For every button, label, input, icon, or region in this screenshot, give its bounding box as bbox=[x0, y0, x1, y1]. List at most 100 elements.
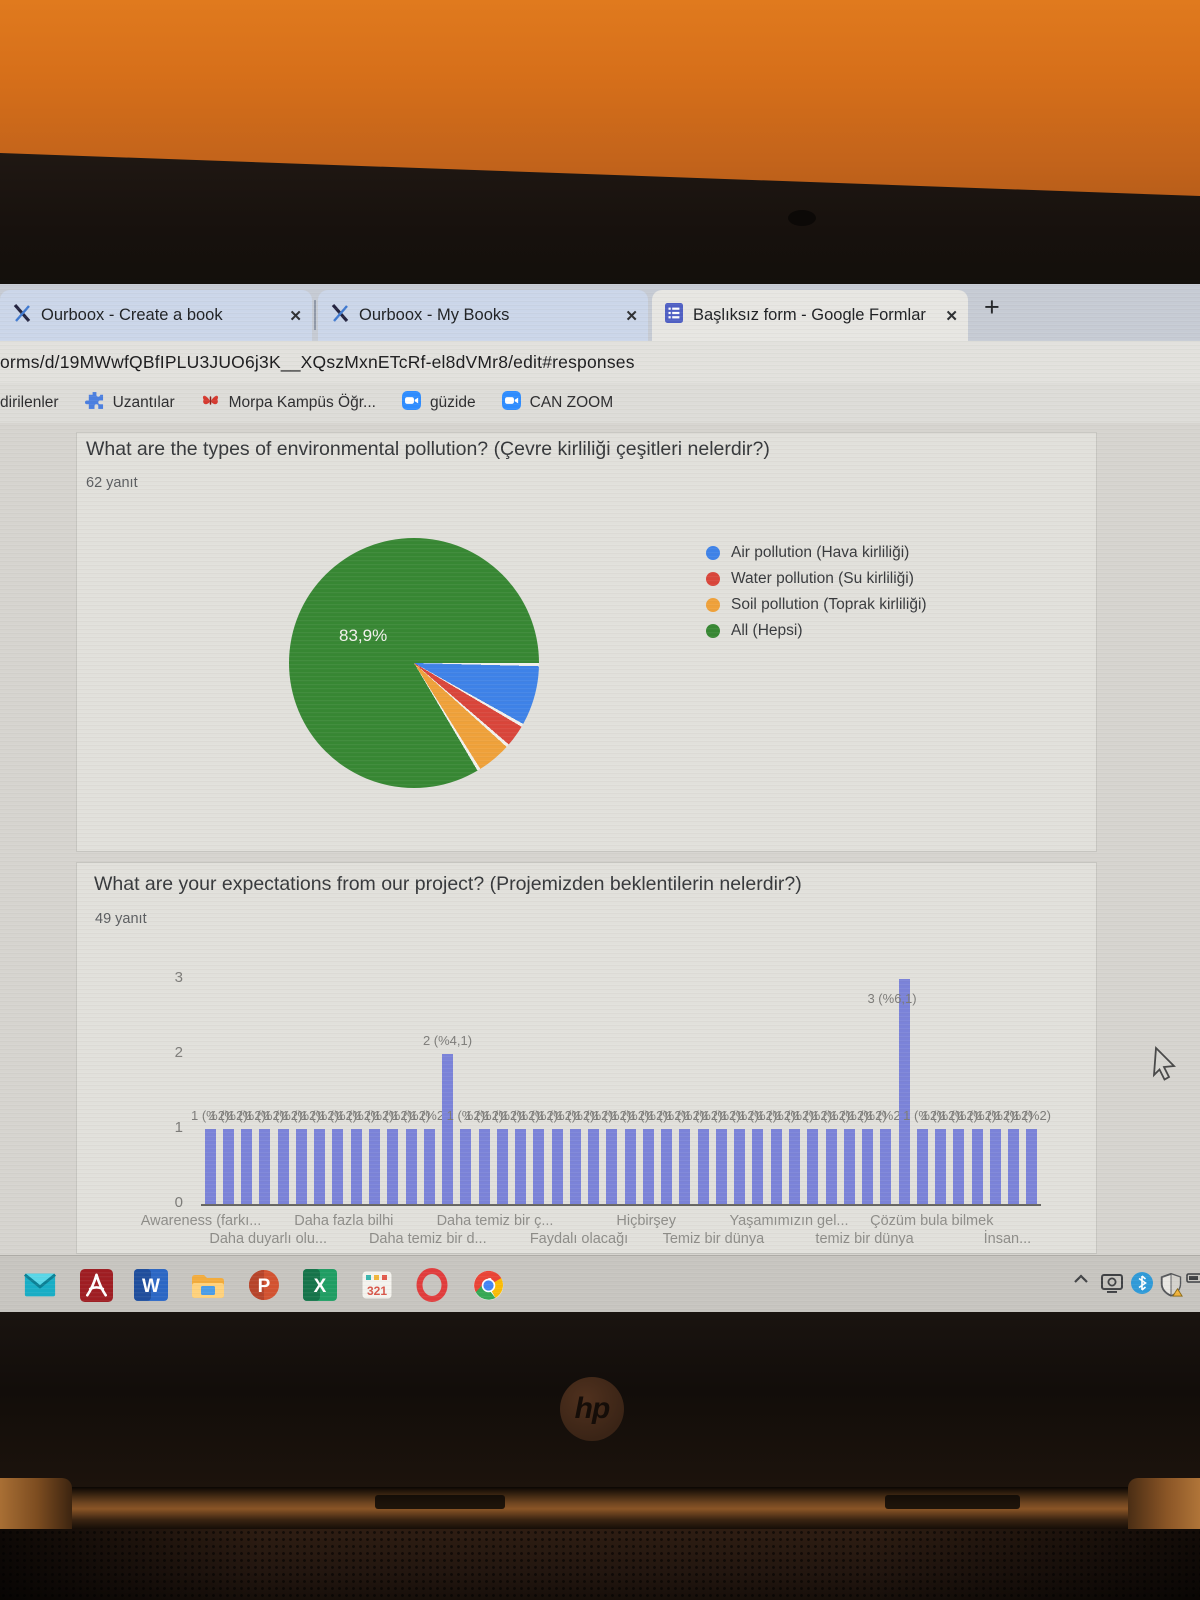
chevron-up-icon[interactable] bbox=[1072, 1272, 1090, 1286]
close-tab-icon[interactable]: ✕ bbox=[289, 307, 302, 325]
bar-value-label: 1 (%2) bbox=[318, 1108, 358, 1123]
question2-response-count: 49 yanıt bbox=[95, 911, 147, 927]
form-responses-page: What are the types of environmental poll… bbox=[0, 423, 1200, 1255]
bar-value-label: 1 (%2) bbox=[464, 1108, 504, 1123]
question2-card: What are your expectations from our proj… bbox=[76, 862, 1097, 1254]
x-axis-label: Daha duyarlı olu... bbox=[209, 1231, 328, 1247]
bar bbox=[807, 1129, 819, 1204]
tab-separator bbox=[314, 300, 316, 330]
screen-cast-icon[interactable] bbox=[1100, 1272, 1124, 1294]
bar-value-label: 1 (%2) bbox=[848, 1108, 887, 1123]
bar-value-label: 1 (%2) bbox=[556, 1108, 595, 1123]
bar bbox=[442, 1054, 454, 1204]
bar bbox=[661, 1129, 673, 1204]
bookmark-can-zoom[interactable]: CAN ZOOM bbox=[501, 391, 613, 415]
bar-value-label: 1 (%2) bbox=[720, 1108, 759, 1123]
battery-icon[interactable] bbox=[1186, 1272, 1200, 1284]
url-text: orms/d/19MWwfQBfIPLU3JUO6j3K__XQszMxnETc… bbox=[0, 351, 635, 372]
base-shadow bbox=[0, 1529, 1200, 1600]
bar-value-label: 1 (%2) bbox=[866, 1108, 905, 1123]
chrome-icon[interactable] bbox=[470, 1267, 506, 1303]
bar bbox=[515, 1129, 527, 1204]
bar bbox=[880, 1129, 892, 1204]
bar bbox=[825, 1129, 837, 1204]
bar bbox=[588, 1129, 600, 1204]
pie-graphic bbox=[289, 538, 539, 788]
bar bbox=[679, 1129, 691, 1204]
bar bbox=[843, 1129, 855, 1204]
bluetooth-icon[interactable] bbox=[1131, 1272, 1153, 1294]
bar bbox=[715, 1129, 727, 1204]
acrobat-icon[interactable] bbox=[78, 1267, 114, 1303]
bar bbox=[460, 1129, 472, 1204]
bookmark-dirilenler[interactable]: dirilenler bbox=[0, 394, 59, 412]
bar-value-label: 1 (%2) bbox=[227, 1108, 266, 1123]
ourboox-x-icon bbox=[330, 303, 350, 328]
bookmark-g-zide[interactable]: güzide bbox=[401, 391, 476, 415]
mail-icon[interactable] bbox=[22, 1267, 58, 1303]
x-axis-label: Hiçbirşey bbox=[616, 1213, 676, 1229]
y-axis-tick-label: 2 bbox=[174, 1044, 183, 1061]
bar-value-label: 1 (%2) bbox=[939, 1108, 978, 1123]
pie-chart: 83,9% bbox=[289, 538, 539, 788]
bar-value-label: 1 (%2) bbox=[921, 1108, 960, 1123]
powerpoint-icon[interactable]: P bbox=[246, 1267, 282, 1303]
bar-value-label: 1 (%2) bbox=[775, 1108, 814, 1123]
laptop-hinge bbox=[0, 1487, 1200, 1529]
bar bbox=[916, 1129, 928, 1204]
bar-value-label: 1 (%2) bbox=[574, 1108, 613, 1123]
excel-icon[interactable]: X bbox=[302, 1267, 338, 1303]
opera-icon[interactable] bbox=[414, 1267, 450, 1303]
tab-ourboox-create[interactable]: Ourboox - Create a book ✕ bbox=[0, 290, 312, 341]
close-tab-icon[interactable]: ✕ bbox=[625, 307, 638, 325]
bar bbox=[295, 1129, 307, 1204]
x-axis-label: temiz bir dünya bbox=[815, 1231, 914, 1247]
legend-dot-icon bbox=[706, 546, 720, 560]
new-tab-button[interactable]: + bbox=[984, 292, 1000, 322]
bar bbox=[770, 1129, 782, 1204]
tab-google-form[interactable]: Başlıksız form - Google Formlar ✕ bbox=[652, 290, 968, 341]
question1-card: What are the types of environmental poll… bbox=[76, 432, 1097, 852]
bar-value-label: 1 (%2) bbox=[1012, 1108, 1052, 1123]
word-icon[interactable]: W bbox=[133, 1267, 169, 1303]
bar bbox=[569, 1129, 581, 1204]
bar-value-label: 1 (%2) bbox=[537, 1108, 577, 1123]
bar-value-label: 1 (%2) bbox=[282, 1108, 321, 1123]
bar-value-label: 1 (%2) bbox=[264, 1108, 303, 1123]
file-explorer-icon[interactable] bbox=[190, 1267, 226, 1303]
question1-response-count: 62 yanıt bbox=[86, 475, 138, 491]
bar-value-label: 1 (%2) bbox=[684, 1108, 723, 1123]
bar bbox=[387, 1129, 399, 1204]
tab-label: Ourboox - My Books bbox=[359, 306, 510, 324]
hinge-vent bbox=[885, 1495, 1020, 1509]
bar bbox=[606, 1129, 618, 1204]
x-axis-label: Daha temiz bir d... bbox=[368, 1231, 487, 1247]
legend-label: Water pollution (Su kirliliği) bbox=[731, 570, 914, 587]
x-axis-label: Daha temiz bir ç... bbox=[436, 1213, 554, 1229]
bookmark-uzant-lar[interactable]: Uzantılar bbox=[84, 391, 175, 415]
url-bar[interactable]: orms/d/19MWwfQBfIPLU3JUO6j3K__XQszMxnETc… bbox=[0, 341, 1200, 383]
bookmark-label: Uzantılar bbox=[112, 394, 175, 411]
legend-dot-icon bbox=[706, 624, 720, 638]
bar-value-label: 1 (%2) bbox=[702, 1108, 741, 1123]
bar-value-label: 1 (%2) bbox=[757, 1108, 796, 1123]
bar-value-label: 2 (%4,1) bbox=[422, 1033, 473, 1048]
bar-value-label: 1 (%2) bbox=[629, 1108, 668, 1123]
calendar-icon[interactable]: 321 bbox=[359, 1267, 395, 1303]
y-axis-tick-label: 0 bbox=[174, 1194, 183, 1211]
bookmark-label: Morpa Kampüs Öğr... bbox=[228, 394, 376, 411]
x-axis-label: Temiz bir dünya bbox=[662, 1231, 765, 1247]
defender-shield-icon[interactable] bbox=[1158, 1272, 1184, 1298]
pie-percด-label: 83,9% bbox=[339, 625, 388, 645]
close-tab-icon[interactable]: ✕ bbox=[945, 307, 958, 325]
bar-value-label: 1 (%2) bbox=[483, 1108, 522, 1123]
bar bbox=[1008, 1129, 1020, 1204]
webcam bbox=[788, 210, 816, 226]
legend-label: Soil pollution (Toprak kirliliği) bbox=[731, 596, 927, 613]
bookmark-morpa-kamp-s-r-[interactable]: Morpa Kampüs Öğr... bbox=[201, 391, 376, 415]
bar bbox=[204, 1129, 216, 1204]
bar-value-label: 1 (%2) bbox=[337, 1108, 376, 1123]
bar bbox=[697, 1129, 709, 1204]
tab-ourboox-books[interactable]: Ourboox - My Books ✕ bbox=[318, 290, 648, 341]
